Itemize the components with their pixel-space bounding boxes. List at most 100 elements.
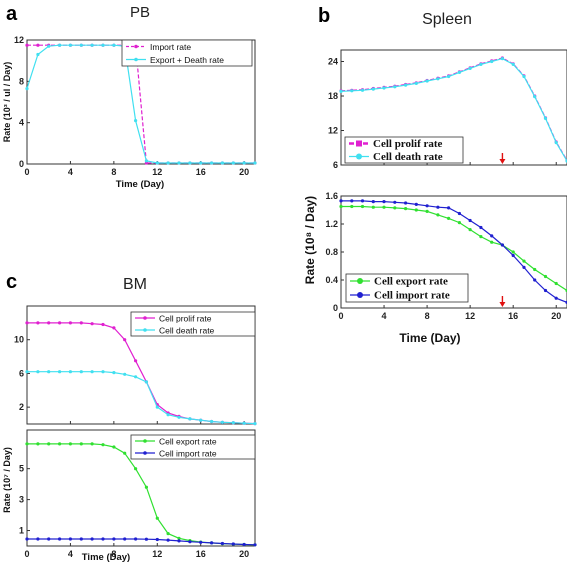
data-point [554, 281, 558, 286]
y-tick-label: 18 [328, 91, 338, 101]
data-point [155, 161, 159, 165]
data-point [90, 370, 94, 374]
legend-entry-label: Cell prolif rate [159, 314, 212, 324]
data-point [166, 532, 170, 536]
data-point [25, 370, 29, 374]
y-tick-label: 12 [328, 126, 338, 136]
y-axis-label: Rate (10³ / ul / Day) [2, 62, 12, 143]
x-tick-label: 0 [338, 311, 343, 321]
x-tick-label: 20 [239, 167, 249, 177]
x-tick-label: 8 [111, 549, 116, 559]
data-point [188, 161, 192, 165]
x-tick-label: 20 [551, 311, 561, 321]
series-cell-prolif-rate [25, 321, 257, 426]
data-point [447, 216, 451, 220]
data-point [134, 119, 138, 123]
data-point [360, 88, 365, 92]
data-point [242, 542, 246, 547]
data-point [155, 405, 159, 409]
legend: Cell prolif rate Cell death rate [130, 311, 256, 337]
data-point [490, 59, 494, 64]
data-point [404, 201, 408, 205]
data-point [382, 205, 386, 209]
data-point [188, 540, 192, 544]
data-point [382, 86, 386, 90]
data-point [58, 321, 62, 325]
data-point [457, 221, 461, 225]
y-tick-label: 12 [14, 35, 24, 45]
data-point [58, 537, 62, 541]
series-line [341, 205, 567, 292]
series-cell-import-rate [25, 537, 257, 547]
data-point [144, 485, 148, 489]
chart-c_bottom: 1 3 5 0 4 8 12 16 20 Time (Day) Rate (10⁷ / Day) Ce… [2, 429, 257, 563]
x-tick-label: 8 [111, 167, 116, 177]
data-point [242, 161, 246, 165]
data-point [425, 209, 429, 213]
y-tick-label: 4 [19, 118, 24, 128]
data-point [425, 204, 429, 208]
data-point [58, 370, 62, 374]
data-point [371, 87, 375, 91]
data-point [425, 79, 429, 83]
data-point [414, 81, 418, 85]
data-point [220, 161, 224, 165]
data-point [123, 451, 127, 455]
x-tick-label: 8 [425, 311, 430, 321]
legend-entry-label: Cell import rate [159, 449, 217, 459]
legend-marker [134, 57, 138, 62]
data-point [101, 322, 105, 327]
legend-entry-label: Cell export rate [374, 276, 448, 288]
data-point [522, 259, 526, 263]
red-arrow-icon [499, 296, 506, 307]
data-point [253, 543, 257, 547]
data-point [134, 537, 138, 541]
chart-title: PB [130, 4, 150, 21]
data-point [68, 370, 72, 374]
y-tick-label: 10 [14, 335, 24, 345]
legend-entry-label: Import rate [150, 42, 191, 52]
y-tick-label: 1.6 [325, 191, 338, 201]
data-point [47, 370, 51, 374]
data-point [393, 85, 397, 89]
panel-letter: a [6, 3, 18, 25]
data-point [36, 321, 40, 325]
x-axis-label: Time (Day) [116, 179, 164, 190]
data-point [479, 62, 483, 66]
data-point [447, 74, 451, 79]
data-point [253, 161, 257, 165]
data-point [490, 240, 494, 244]
data-point [166, 538, 170, 542]
data-point [393, 200, 397, 204]
data-point [533, 267, 537, 272]
data-point [479, 235, 483, 239]
chart-a: a PB 0 4 8 12 0 4 8 12 16 20 Time (Day) Rate (10³ / u… [2, 3, 257, 190]
y-tick-label: 6 [19, 368, 24, 378]
data-point [457, 70, 461, 74]
data-point [543, 274, 548, 279]
data-point [414, 202, 418, 206]
legend-marker [143, 439, 147, 443]
data-point [36, 537, 40, 541]
data-point [242, 421, 246, 425]
data-point [339, 199, 343, 203]
data-point [155, 516, 159, 520]
data-point [25, 321, 29, 325]
data-point [112, 445, 116, 449]
series-line [27, 322, 256, 425]
data-point [90, 442, 94, 446]
data-point [47, 44, 51, 48]
x-tick-label: 4 [68, 549, 73, 559]
legend-marker [356, 140, 362, 147]
y-tick-label: 1.2 [325, 219, 338, 229]
data-point [533, 278, 537, 282]
x-tick-label: 4 [382, 311, 387, 321]
data-point [199, 418, 203, 422]
data-point [25, 43, 29, 47]
data-point [101, 370, 105, 374]
plot-frame [26, 305, 256, 425]
y-tick-label: 2 [19, 402, 24, 412]
series-line [340, 57, 567, 162]
data-point [123, 372, 127, 376]
chart-title: Spleen [422, 11, 472, 28]
